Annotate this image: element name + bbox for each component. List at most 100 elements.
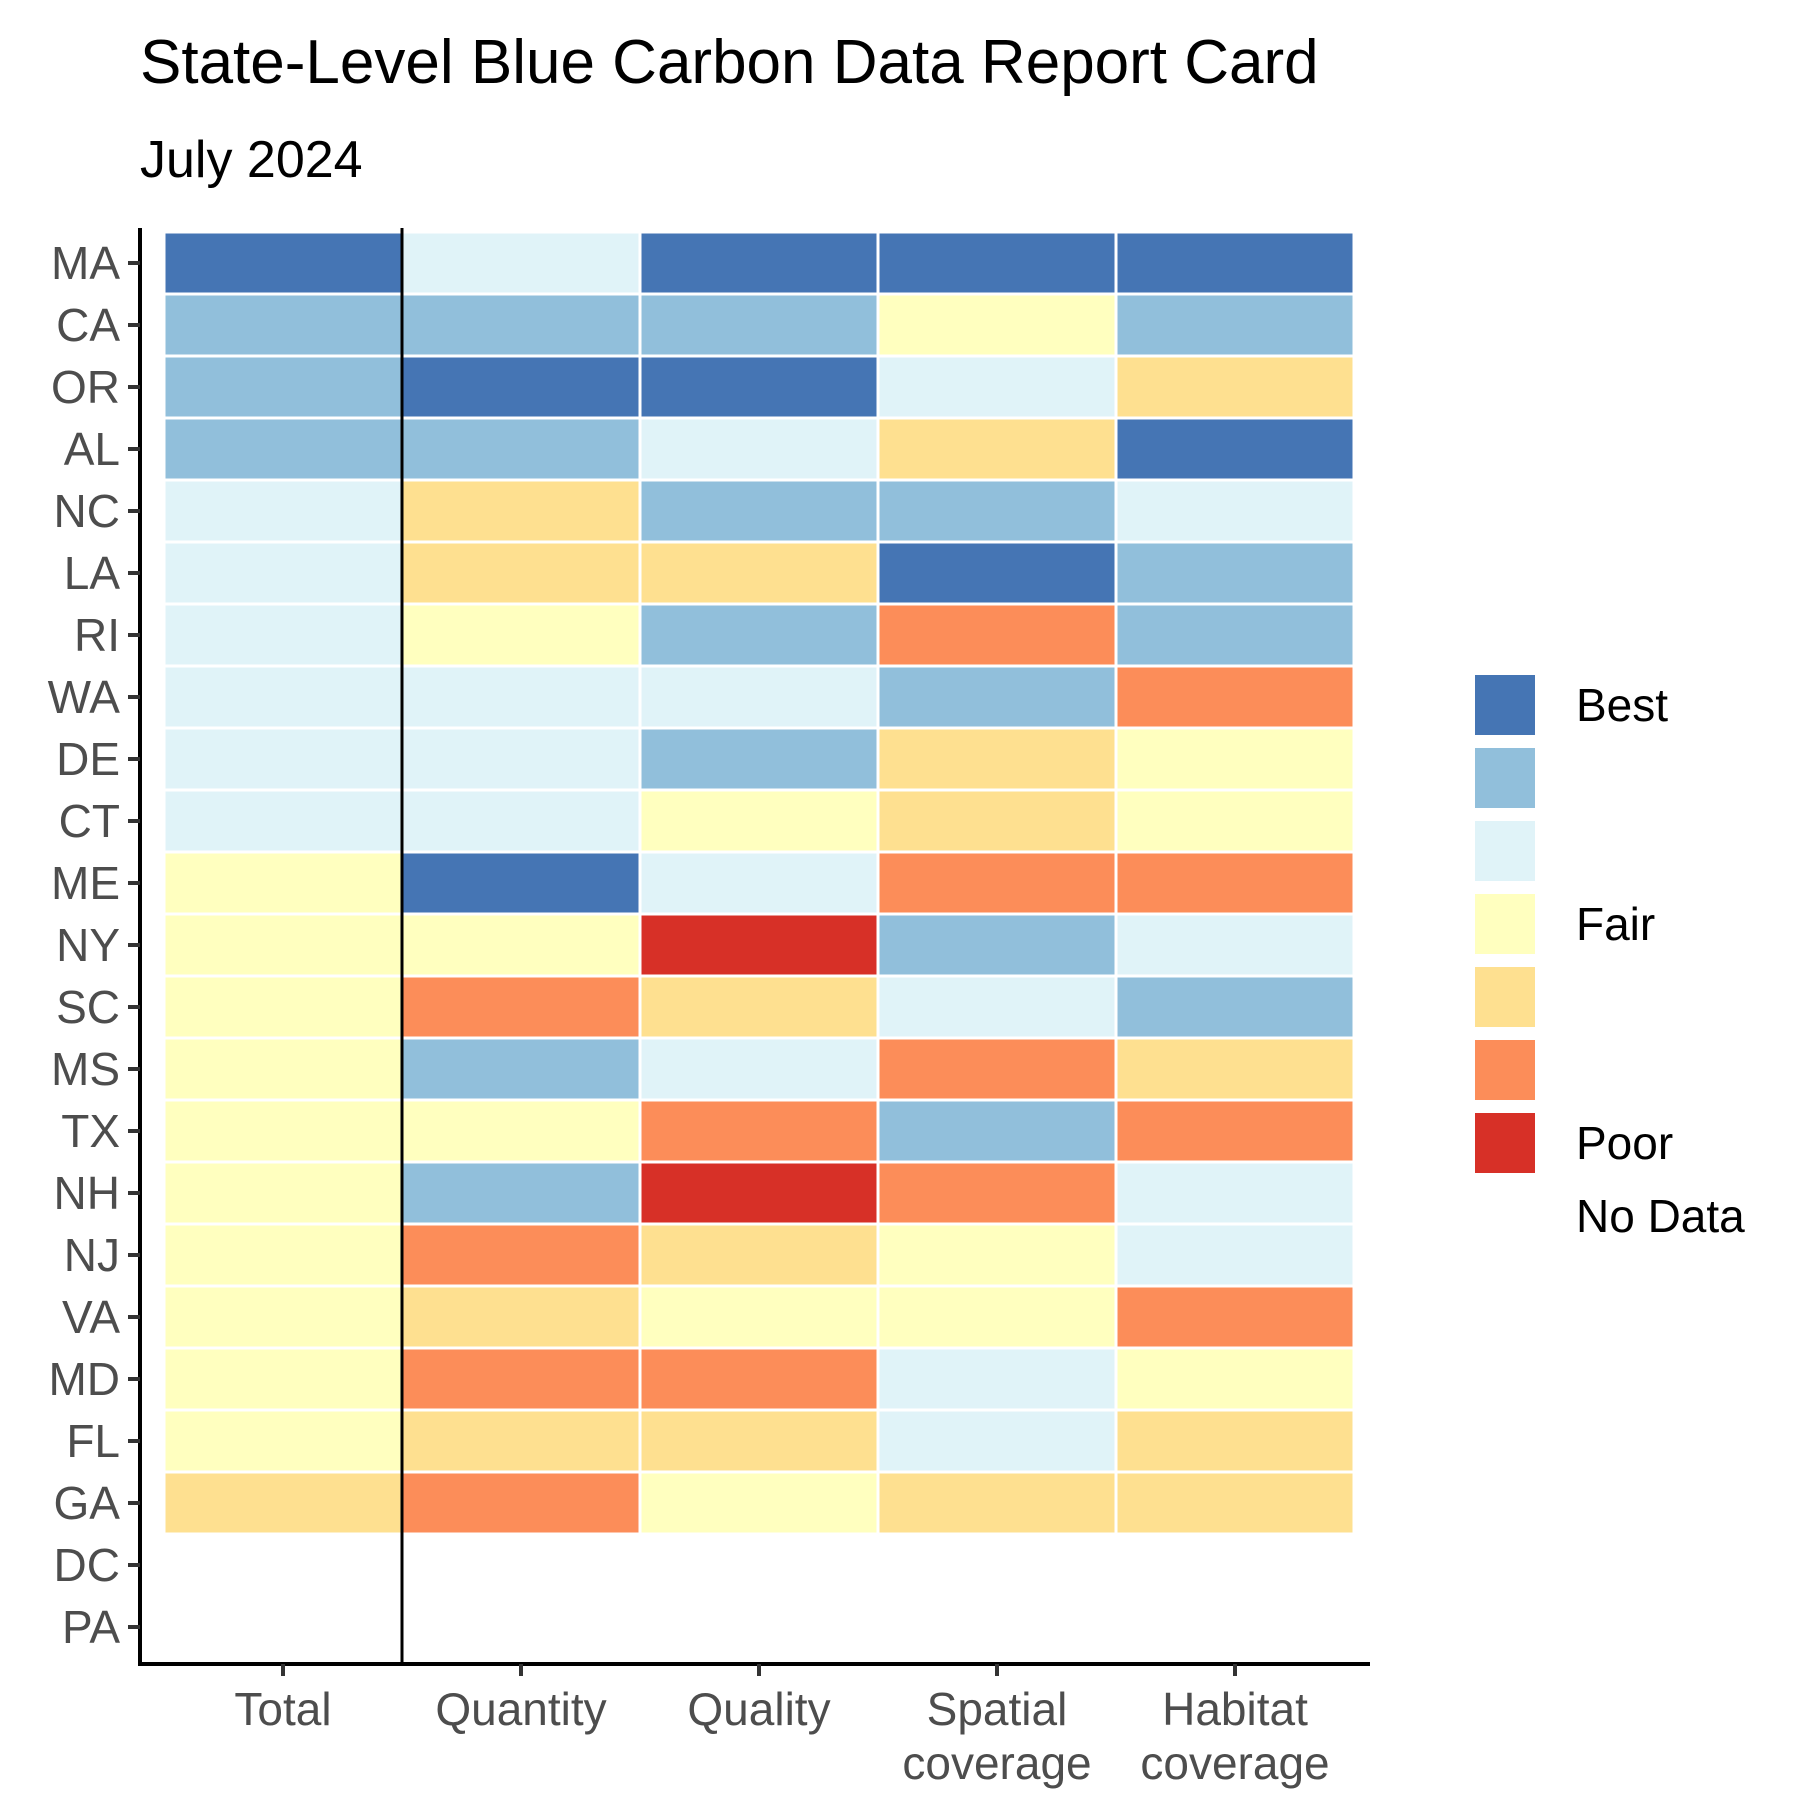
heatmap-cell-ca-3 — [876, 292, 1118, 358]
y-tick-label-ms: MS — [51, 1043, 120, 1095]
legend-label-poor: Poor — [1576, 1117, 1673, 1169]
heatmap-cell-md-4 — [1114, 1346, 1356, 1412]
x-tick-label-habitat-coverage: Habitat coverage — [1140, 1683, 1329, 1789]
heatmap-cell-al-4 — [1114, 416, 1356, 482]
y-tick-label-de: DE — [56, 733, 120, 785]
x-tick-label-quality: Quality — [687, 1683, 830, 1735]
heatmap-cell-ct-4 — [1114, 788, 1356, 854]
heatmap-cell-va-4 — [1114, 1284, 1356, 1350]
y-tick-label-fl: FL — [66, 1415, 120, 1467]
heatmap-cell-ca-4 — [1114, 292, 1356, 358]
heatmap-cell-ca-0 — [162, 292, 404, 358]
heatmap-cell-md-0 — [162, 1346, 404, 1412]
heatmap-cell-ma-1 — [400, 230, 642, 296]
heatmap-cell-nj-1 — [400, 1222, 642, 1288]
heatmap-cell-va-1 — [400, 1284, 642, 1350]
heatmap-cell-nc-2 — [638, 478, 880, 544]
heatmap-cell-de-0 — [162, 726, 404, 792]
heatmap-cell-al-1 — [400, 416, 642, 482]
heatmap-cell-ri-0 — [162, 602, 404, 668]
heatmap-cell-fl-3 — [876, 1408, 1118, 1474]
heatmap-cell-ca-1 — [400, 292, 642, 358]
y-tick-label-al: AL — [64, 423, 120, 475]
heatmap-cell-ms-3 — [876, 1036, 1118, 1102]
y-tick-label-ct: CT — [59, 795, 120, 847]
y-tick-label-ga: GA — [54, 1477, 121, 1529]
heatmap-cell-or-3 — [876, 354, 1118, 420]
y-tick-label-pa: PA — [62, 1601, 120, 1653]
heatmap-cell-ga-3 — [876, 1470, 1118, 1536]
y-tick-label-nh: NH — [54, 1167, 120, 1219]
heatmap-cell-md-2 — [638, 1346, 880, 1412]
heatmap-cell-or-4 — [1114, 354, 1356, 420]
y-tick-label-ma: MA — [51, 237, 120, 289]
y-tick-label-ri: RI — [74, 609, 120, 661]
heatmap-cell-md-1 — [400, 1346, 642, 1412]
heatmap-cell-fl-1 — [400, 1408, 642, 1474]
y-tick-label-va: VA — [62, 1291, 120, 1343]
heatmap-cell-va-0 — [162, 1284, 404, 1350]
heatmap-cell-de-1 — [400, 726, 642, 792]
legend-key-no-data — [1474, 1185, 1536, 1247]
x-tick-label-total: Total — [234, 1683, 331, 1735]
heatmap-cell-nc-1 — [400, 478, 642, 544]
heatmap-cell-de-4 — [1114, 726, 1356, 792]
heatmap-cell-me-1 — [400, 850, 642, 916]
heatmap-cell-al-3 — [876, 416, 1118, 482]
legend-label-fair: Fair — [1576, 898, 1655, 950]
heatmap-cell-ri-3 — [876, 602, 1118, 668]
legend: Best Fair Poor No Data — [1473, 673, 1745, 1247]
y-tick-label-md: MD — [48, 1353, 120, 1405]
legend-key-5 — [1473, 965, 1537, 1029]
heatmap-cell-tx-1 — [400, 1098, 642, 1164]
legend-key-2 — [1473, 746, 1537, 810]
x-tick-label-spatial-coverage: Spatial coverage — [902, 1683, 1091, 1789]
heatmap-cell-me-0 — [162, 850, 404, 916]
heatmap-cell-la-3 — [876, 540, 1118, 606]
heatmap-cell-wa-2 — [638, 664, 880, 730]
chart-subtitle: July 2024 — [140, 131, 363, 189]
heatmap-cell-nh-0 — [162, 1160, 404, 1226]
heatmap-cell-fl-0 — [162, 1408, 404, 1474]
y-tick-label-ca: CA — [56, 299, 120, 351]
heatmap-cell-sc-4 — [1114, 974, 1356, 1040]
legend-label-best: Best — [1576, 679, 1668, 731]
heatmap-cell-ny-0 — [162, 912, 404, 978]
heatmap-cell-me-4 — [1114, 850, 1356, 916]
y-tick-label-sc: SC — [56, 981, 120, 1033]
heatmap-cell-nc-3 — [876, 478, 1118, 544]
heatmap-cell-nh-1 — [400, 1160, 642, 1226]
heatmap-cell-or-1 — [400, 354, 642, 420]
legend-key-6 — [1473, 1038, 1537, 1102]
heatmap-cell-ga-4 — [1114, 1470, 1356, 1536]
legend-key-4 — [1473, 892, 1537, 956]
y-tick-label-ny: NY — [56, 919, 120, 971]
x-tick-label-quantity: Quantity — [435, 1683, 606, 1735]
heatmap-cell-or-0 — [162, 354, 404, 420]
heatmap-cell-ri-4 — [1114, 602, 1356, 668]
y-tick-label-la: LA — [64, 547, 121, 599]
heatmap-cell-ms-4 — [1114, 1036, 1356, 1102]
heatmap-cell-nj-2 — [638, 1222, 880, 1288]
heatmap-cell-la-2 — [638, 540, 880, 606]
heatmap-cell-ga-0 — [162, 1470, 404, 1536]
heatmap-cell-de-3 — [876, 726, 1118, 792]
heatmap-cell-ct-1 — [400, 788, 642, 854]
heatmap-cell-ms-1 — [400, 1036, 642, 1102]
heatmap-cell-sc-1 — [400, 974, 642, 1040]
heatmap-cell-wa-4 — [1114, 664, 1356, 730]
heatmap-cell-or-2 — [638, 354, 880, 420]
heatmap-cell-ct-3 — [876, 788, 1118, 854]
heatmap-cell-sc-0 — [162, 974, 404, 1040]
heatmap-cell-al-2 — [638, 416, 880, 482]
heatmap-cell-ma-4 — [1114, 230, 1356, 296]
heatmap-cell-fl-2 — [638, 1408, 880, 1474]
heatmap-cell-ma-0 — [162, 230, 404, 296]
heatmap-cell-va-2 — [638, 1284, 880, 1350]
x-axis-ticks: Total Quantity Quality Spatial coverage Habit… — [234, 1664, 1330, 1789]
heatmap-cell-la-0 — [162, 540, 404, 606]
heatmap-cell-sc-3 — [876, 974, 1118, 1040]
y-tick-label-nc: NC — [54, 485, 120, 537]
heatmap-cell-nh-4 — [1114, 1160, 1356, 1226]
